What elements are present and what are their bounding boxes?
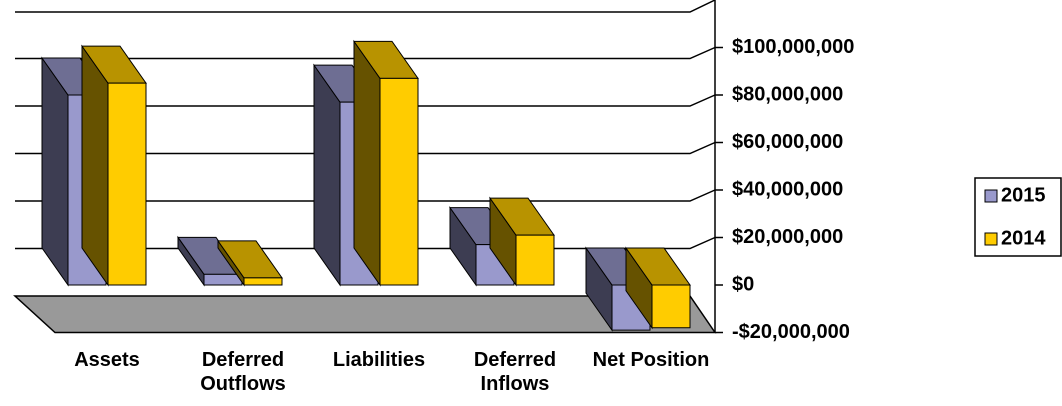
bar — [107, 82, 147, 286]
bar — [203, 273, 243, 286]
legend-label: 2015 — [1001, 184, 1046, 206]
grid-line — [15, 46, 716, 60]
y-tick-label: $60,000,000 — [732, 131, 843, 153]
grid-line — [15, 94, 716, 107]
y-tick-label: $80,000,000 — [732, 83, 843, 105]
wall-top — [15, 0, 716, 13]
legend-label: 2014 — [1001, 227, 1046, 249]
bar — [515, 234, 555, 286]
bar — [651, 284, 691, 329]
x-tick-label: Deferred Outflows — [200, 349, 286, 395]
y-tick-label: $0 — [732, 273, 754, 295]
bar-side — [81, 44, 109, 287]
bar-side — [313, 63, 341, 287]
bar-side — [41, 56, 69, 287]
y-tick-label: $100,000,000 — [732, 36, 854, 58]
bar-side — [353, 39, 381, 287]
y-tick-label: $40,000,000 — [732, 178, 843, 200]
y-tick-label: -$20,000,000 — [732, 321, 850, 343]
x-tick-label: Net Position — [592, 349, 710, 371]
grid-line — [15, 189, 716, 202]
bar — [379, 77, 419, 286]
x-tick-label: Assets — [74, 349, 140, 371]
legend-swatch — [984, 189, 998, 203]
bar — [243, 277, 283, 286]
y-tick-label: $20,000,000 — [732, 226, 843, 248]
x-tick-label: Deferred Inflows — [473, 349, 557, 395]
legend-swatch — [984, 232, 998, 246]
x-tick-label: Liabilities — [332, 349, 426, 371]
grid-line — [15, 141, 716, 155]
